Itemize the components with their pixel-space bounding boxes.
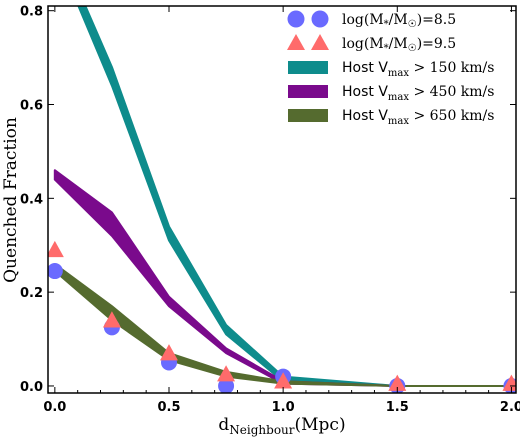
legend-triangle-icon — [311, 34, 329, 50]
x-tick-label: 1.0 — [272, 400, 295, 415]
bands-layer — [53, 6, 513, 387]
triangle-marker — [48, 240, 64, 258]
band-series-2 — [53, 169, 513, 387]
legend-label: Host Vmax > 450 km/s — [342, 84, 494, 103]
legend-band-swatch — [288, 61, 328, 74]
y-tick-label: 0.6 — [20, 99, 43, 114]
x-tick-label: 0.5 — [157, 400, 180, 415]
ticks-layer: 0.0 0.5 1.0 1.5 2.0 0.0 0.2 0.4 0.6 0.8 — [20, 5, 520, 415]
legend-label: Host Vmax > 650 km/s — [342, 108, 494, 127]
x-tick-label: 0.0 — [43, 400, 66, 415]
legend-entry-3: Host Vmax > 150 km/s — [288, 60, 494, 79]
legend-entry-1: log(M*/M☉)=8.5 — [287, 10, 456, 30]
y-axis-title: Quenched Fraction — [1, 117, 21, 283]
legend-band-swatch — [288, 85, 328, 98]
triangle-marker — [388, 374, 407, 391]
legend-entry-2: log(M*/M☉)=9.5 — [287, 34, 456, 54]
x-tick-label: 1.5 — [386, 400, 409, 415]
triangle-marker — [217, 365, 236, 382]
legend-label: log(M*/M☉)=9.5 — [342, 36, 456, 54]
band-series-3 — [53, 263, 513, 387]
x-tick-label: 2.0 — [500, 400, 520, 415]
legend-circle-icon — [311, 10, 329, 28]
triangle-marker — [274, 372, 293, 389]
legend-label: log(M*/M☉)=8.5 — [342, 12, 456, 30]
legend-triangle-icon — [287, 34, 305, 50]
triangle-marker — [159, 344, 178, 361]
triangle-marker — [102, 311, 121, 328]
legend-circle-icon — [287, 10, 305, 28]
circle-marker — [48, 263, 63, 280]
legend: log(M*/M☉)=8.5 log(M*/M☉)=9.5 Host Vmax > … — [287, 10, 494, 127]
legend-entry-4: Host Vmax > 450 km/s — [288, 84, 494, 103]
legend-label: Host Vmax > 150 km/s — [342, 60, 494, 79]
plot-frame — [47, 5, 517, 394]
x-axis-title: dNeighbour(Mpc) — [218, 415, 345, 437]
y-tick-label: 0.2 — [20, 286, 43, 301]
markers-layer — [48, 240, 516, 393]
y-tick-label: 0.8 — [20, 5, 43, 20]
legend-entry-5: Host Vmax > 650 km/s — [288, 108, 494, 127]
y-tick-label: 0.4 — [20, 192, 43, 207]
y-tick-label: 0.0 — [20, 380, 43, 395]
legend-band-swatch — [288, 109, 328, 122]
circle-marker — [218, 377, 235, 393]
triangle-marker — [502, 374, 516, 391]
